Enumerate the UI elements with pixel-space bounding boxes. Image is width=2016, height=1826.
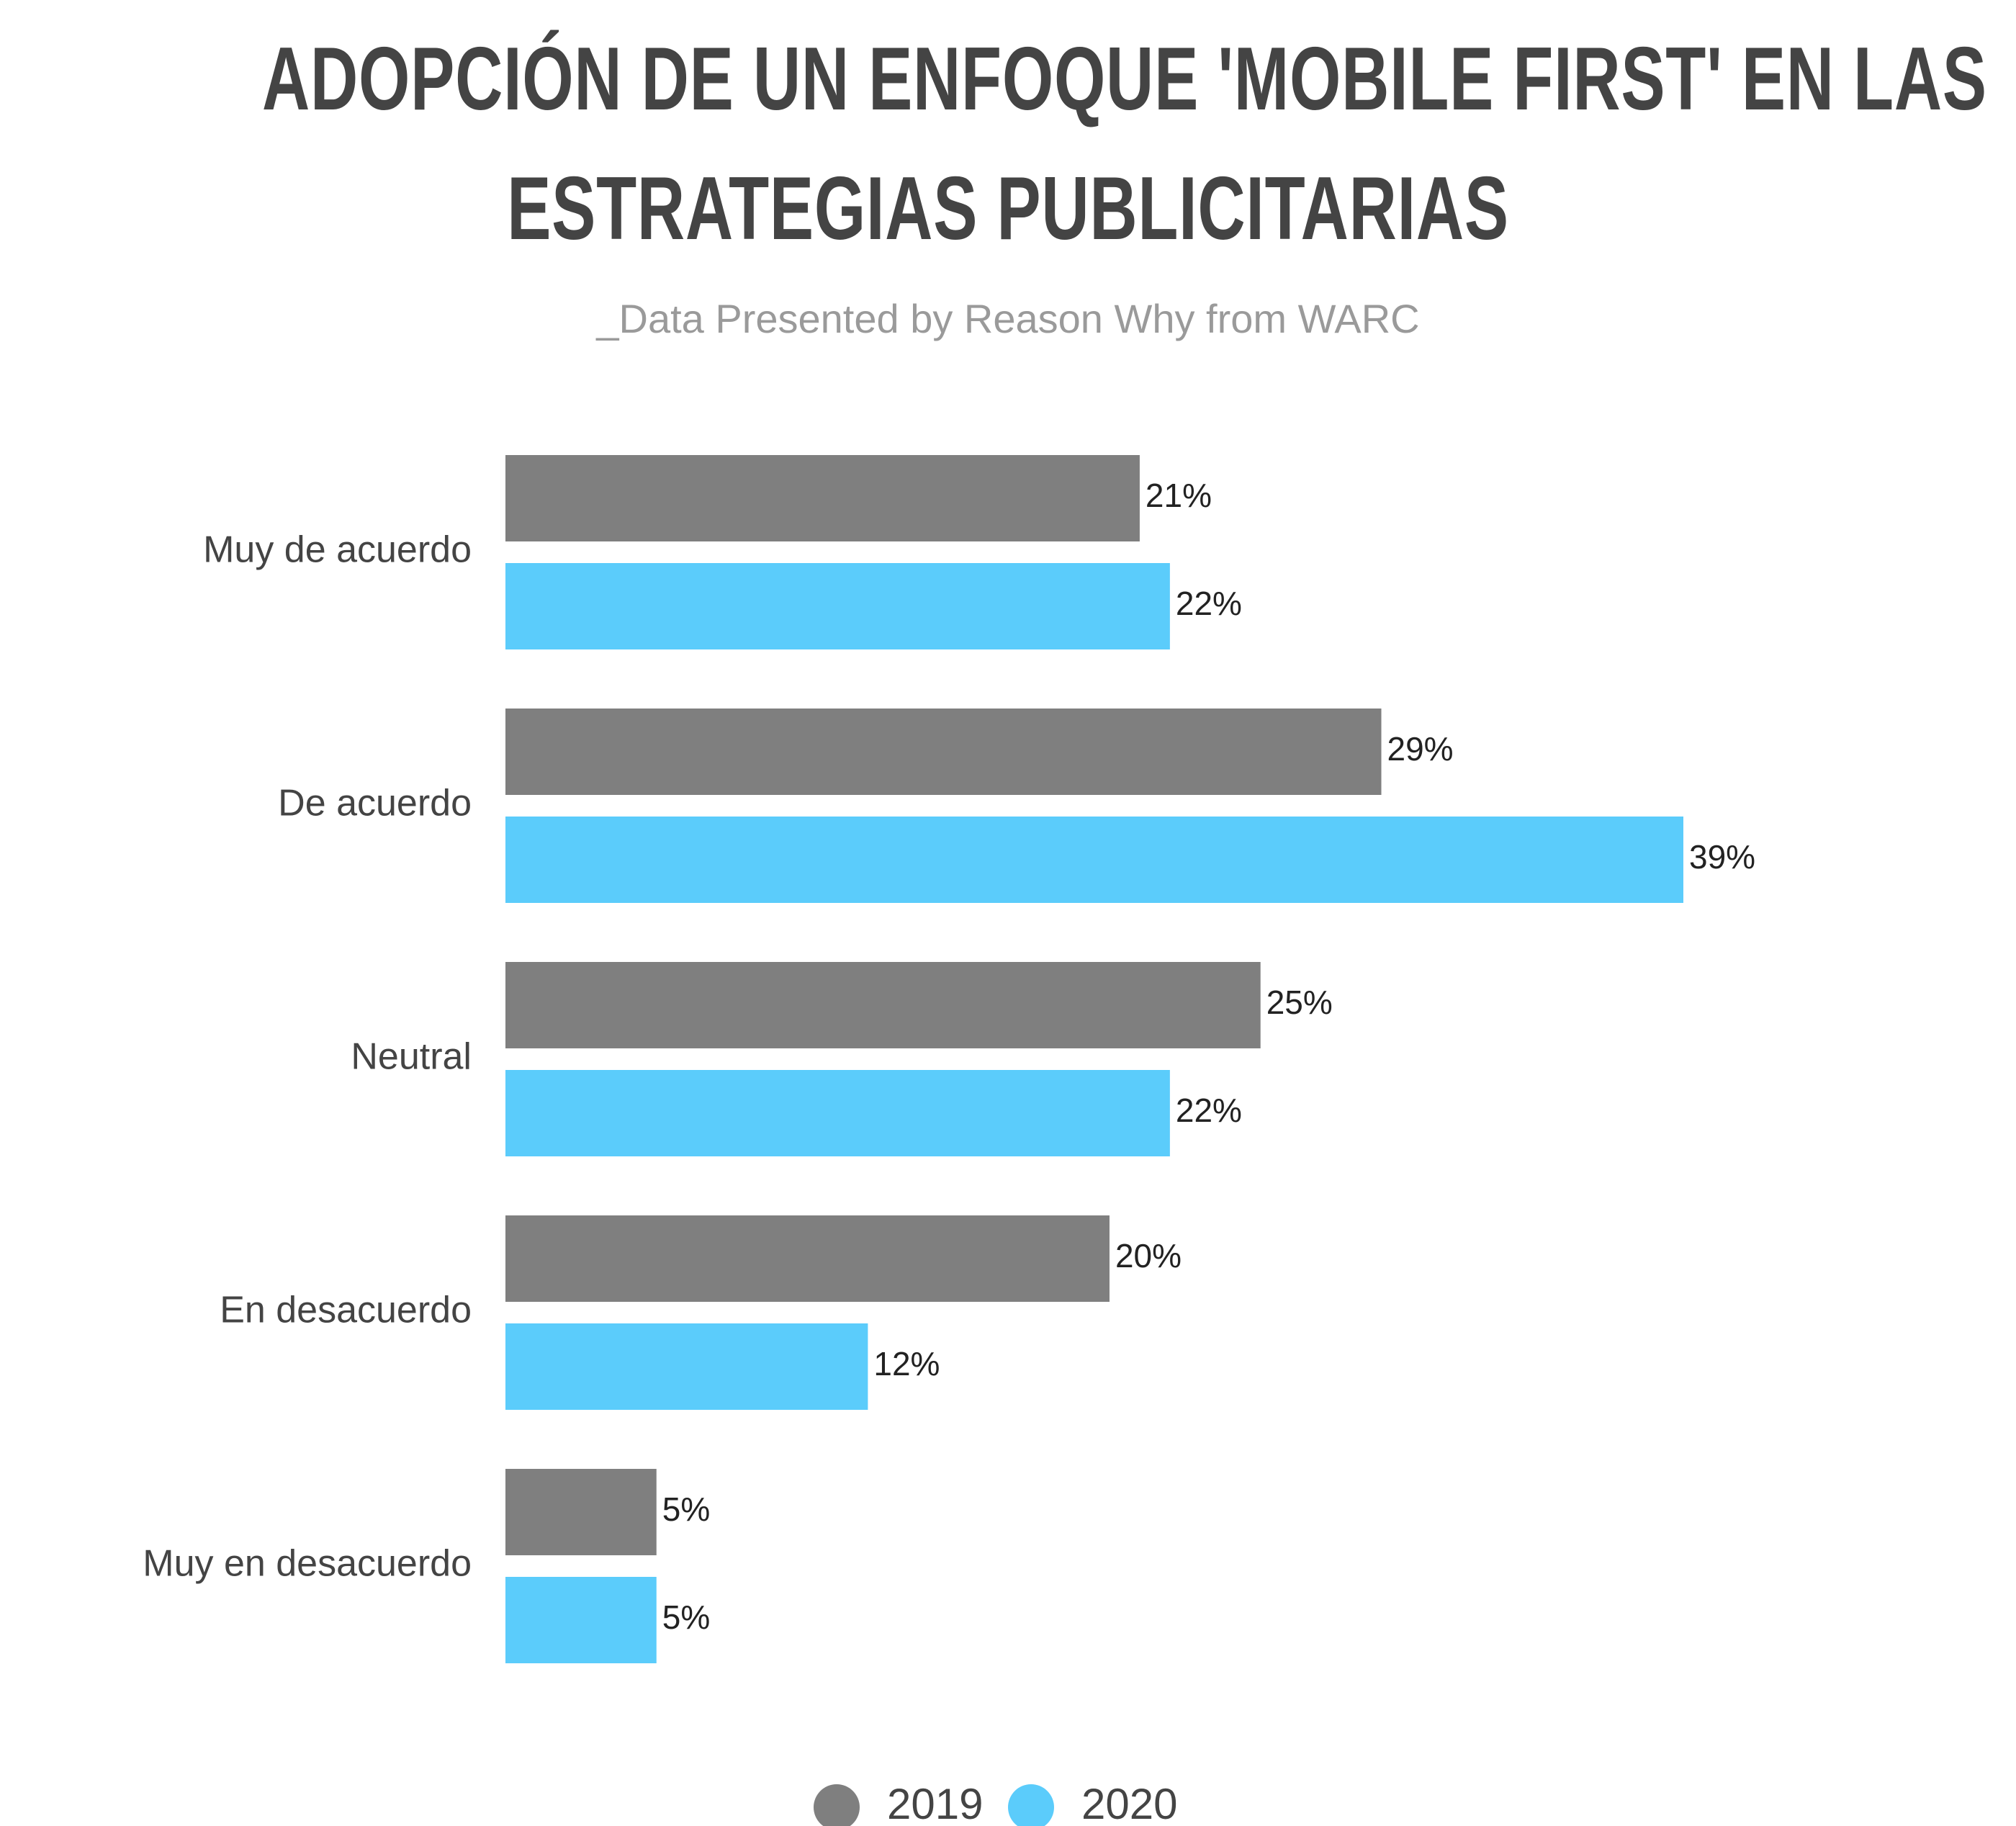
bar-2019: [505, 1469, 657, 1555]
legend-label-2019: 2019: [887, 1780, 983, 1826]
bar-2019: [505, 709, 1382, 795]
legend-marker-2019: [814, 1784, 860, 1826]
data-label: 20%: [1115, 1237, 1182, 1274]
category-label: En desacuerdo: [220, 1290, 472, 1331]
chart-title-line-1: ADOPCIÓN DE UN ENFOQUE 'MOBILE FIRST' EN…: [262, 30, 1987, 129]
bar-2019: [505, 455, 1140, 541]
chart-title: ADOPCIÓN DE UN ENFOQUE 'MOBILE FIRST' EN…: [262, 14, 1987, 274]
data-label: 29%: [1387, 730, 1454, 768]
data-label: 5%: [662, 1598, 710, 1636]
bar-2020: [505, 1577, 657, 1663]
category-label: Muy en desacuerdo: [143, 1543, 472, 1585]
data-label: 22%: [1176, 1092, 1242, 1129]
data-label: 39%: [1689, 838, 1755, 876]
legend-label-2020: 2020: [1081, 1780, 1177, 1826]
category-label: Muy de acuerdo: [203, 529, 472, 571]
data-label: 12%: [873, 1345, 940, 1382]
data-label: 21%: [1146, 477, 1212, 514]
category-label: De acuerdo: [278, 783, 472, 824]
category-label: Neutral: [351, 1036, 472, 1078]
data-label: 22%: [1176, 585, 1242, 622]
bar-2019: [505, 962, 1261, 1048]
data-label: 5%: [662, 1490, 710, 1528]
bar-2019: [505, 1215, 1110, 1302]
chart-title-line-2: ESTRATEGIAS PUBLICITARIAS: [507, 159, 1509, 258]
bar-2020: [505, 1070, 1170, 1156]
bar-2020: [505, 1323, 868, 1410]
bar-2020: [505, 817, 1683, 903]
legend-marker-2020: [1008, 1784, 1054, 1826]
data-label: 25%: [1266, 984, 1333, 1021]
chart-subtitle: _Data Presented by Reason Why from WARC: [596, 296, 1420, 341]
bar-2020: [505, 563, 1170, 649]
